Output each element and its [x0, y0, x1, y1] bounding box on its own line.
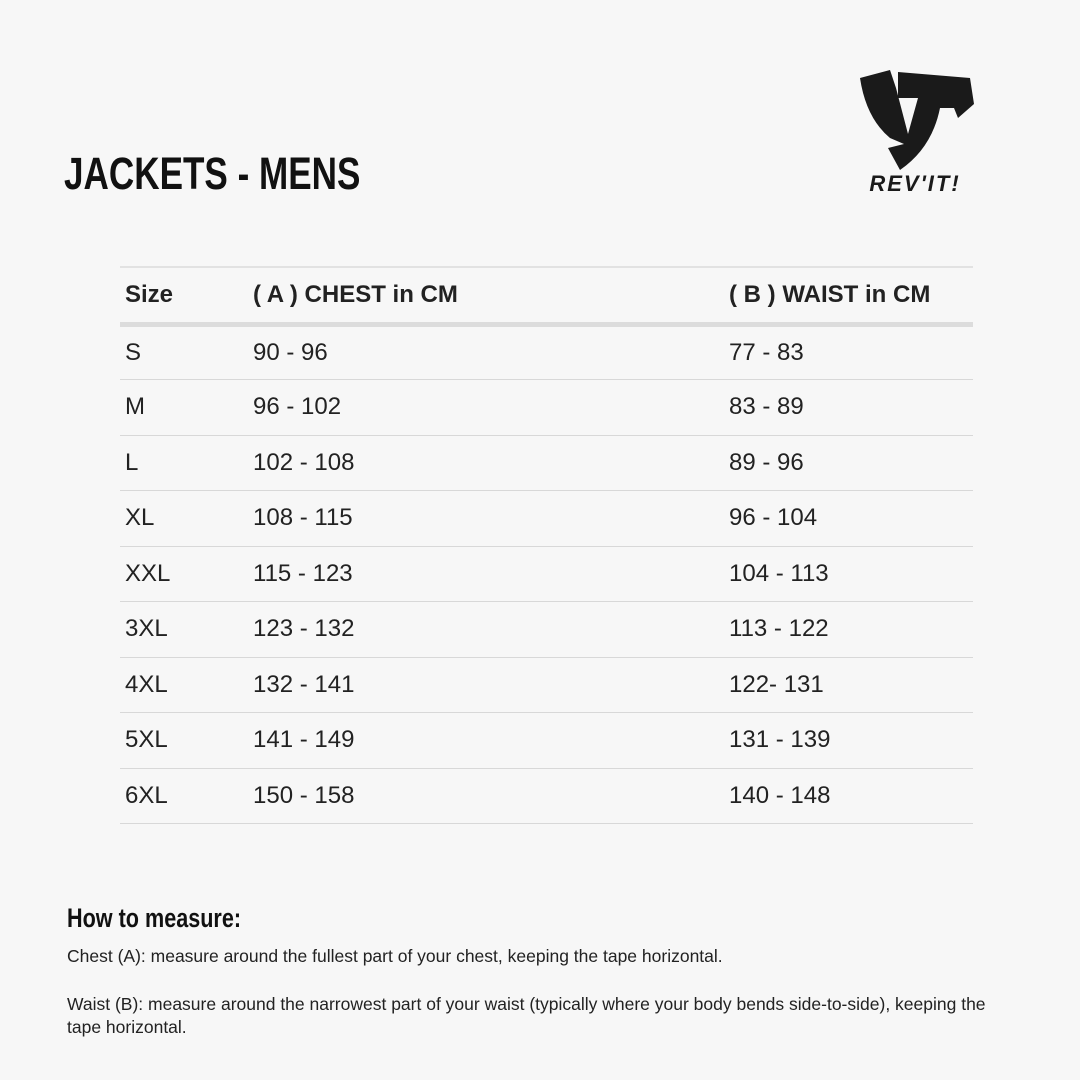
table-row: 3XL 123 - 132 113 - 122 [120, 602, 973, 657]
cell-size: 3XL [125, 615, 168, 643]
table-row: S 90 - 96 77 - 83 [120, 324, 973, 380]
cell-chest: 132 - 141 [253, 670, 355, 698]
cell-chest: 115 - 123 [253, 559, 353, 587]
logo-shield-icon [860, 70, 974, 170]
cell-chest: 123 - 132 [253, 615, 355, 643]
cell-size: M [125, 393, 145, 421]
cell-chest: 150 - 158 [253, 781, 355, 809]
table-row: 5XL 141 - 149 131 - 139 [120, 713, 973, 768]
cell-size: L [125, 448, 139, 476]
table-row: M 96 - 102 83 - 89 [120, 380, 973, 435]
revit-logo: REV'IT! [860, 70, 974, 196]
waist-instruction: Waist (B): measure around the narrowest … [67, 994, 986, 1037]
cell-chest: 102 - 108 [253, 448, 355, 476]
table-row: 6XL 150 - 158 140 - 148 [120, 768, 973, 824]
cell-waist: 83 - 89 [729, 393, 804, 421]
cell-chest: 90 - 96 [253, 338, 328, 366]
table-row: XL 108 - 115 96 - 104 [120, 491, 973, 546]
cell-waist: 77 - 83 [729, 338, 804, 366]
cell-waist: 140 - 148 [729, 781, 831, 809]
cell-waist: 122- 131 [729, 670, 824, 698]
cell-size: 5XL [125, 726, 168, 754]
cell-waist: 96 - 104 [729, 504, 818, 532]
header-size: Size [125, 280, 174, 308]
cell-size: 6XL [125, 781, 168, 809]
cell-chest: 96 - 102 [253, 393, 342, 421]
cell-chest: 108 - 115 [253, 504, 353, 532]
cell-waist: 104 - 113 [729, 559, 829, 587]
header-chest: ( A ) CHEST in CM [253, 280, 458, 308]
cell-chest: 141 - 149 [253, 726, 355, 754]
cell-size: XL [125, 504, 155, 532]
chest-instruction: Chest (A): measure around the fullest pa… [67, 946, 723, 966]
cell-size: XXL [125, 559, 171, 587]
cell-size: 4XL [125, 670, 168, 698]
table-row: XXL 115 - 123 104 - 113 [120, 546, 973, 602]
cell-waist: 113 - 122 [729, 615, 829, 643]
table-row: L 102 - 108 89 - 96 [120, 435, 973, 491]
cell-size: S [125, 338, 142, 366]
logo-wordmark: REV'IT! [869, 171, 960, 196]
page-title: JACKETS - MENS [64, 148, 361, 199]
size-chart-table: Size ( A ) CHEST in CM ( B ) WAIST in CM… [120, 266, 973, 824]
cell-waist: 131 - 139 [729, 726, 831, 754]
cell-waist: 89 - 96 [729, 448, 804, 476]
table-header-row: Size ( A ) CHEST in CM ( B ) WAIST in CM [120, 267, 973, 324]
how-to-measure-heading: How to measure: [67, 903, 242, 933]
table-row: 4XL 132 - 141 122- 131 [120, 657, 973, 713]
header-waist: ( B ) WAIST in CM [729, 280, 931, 308]
